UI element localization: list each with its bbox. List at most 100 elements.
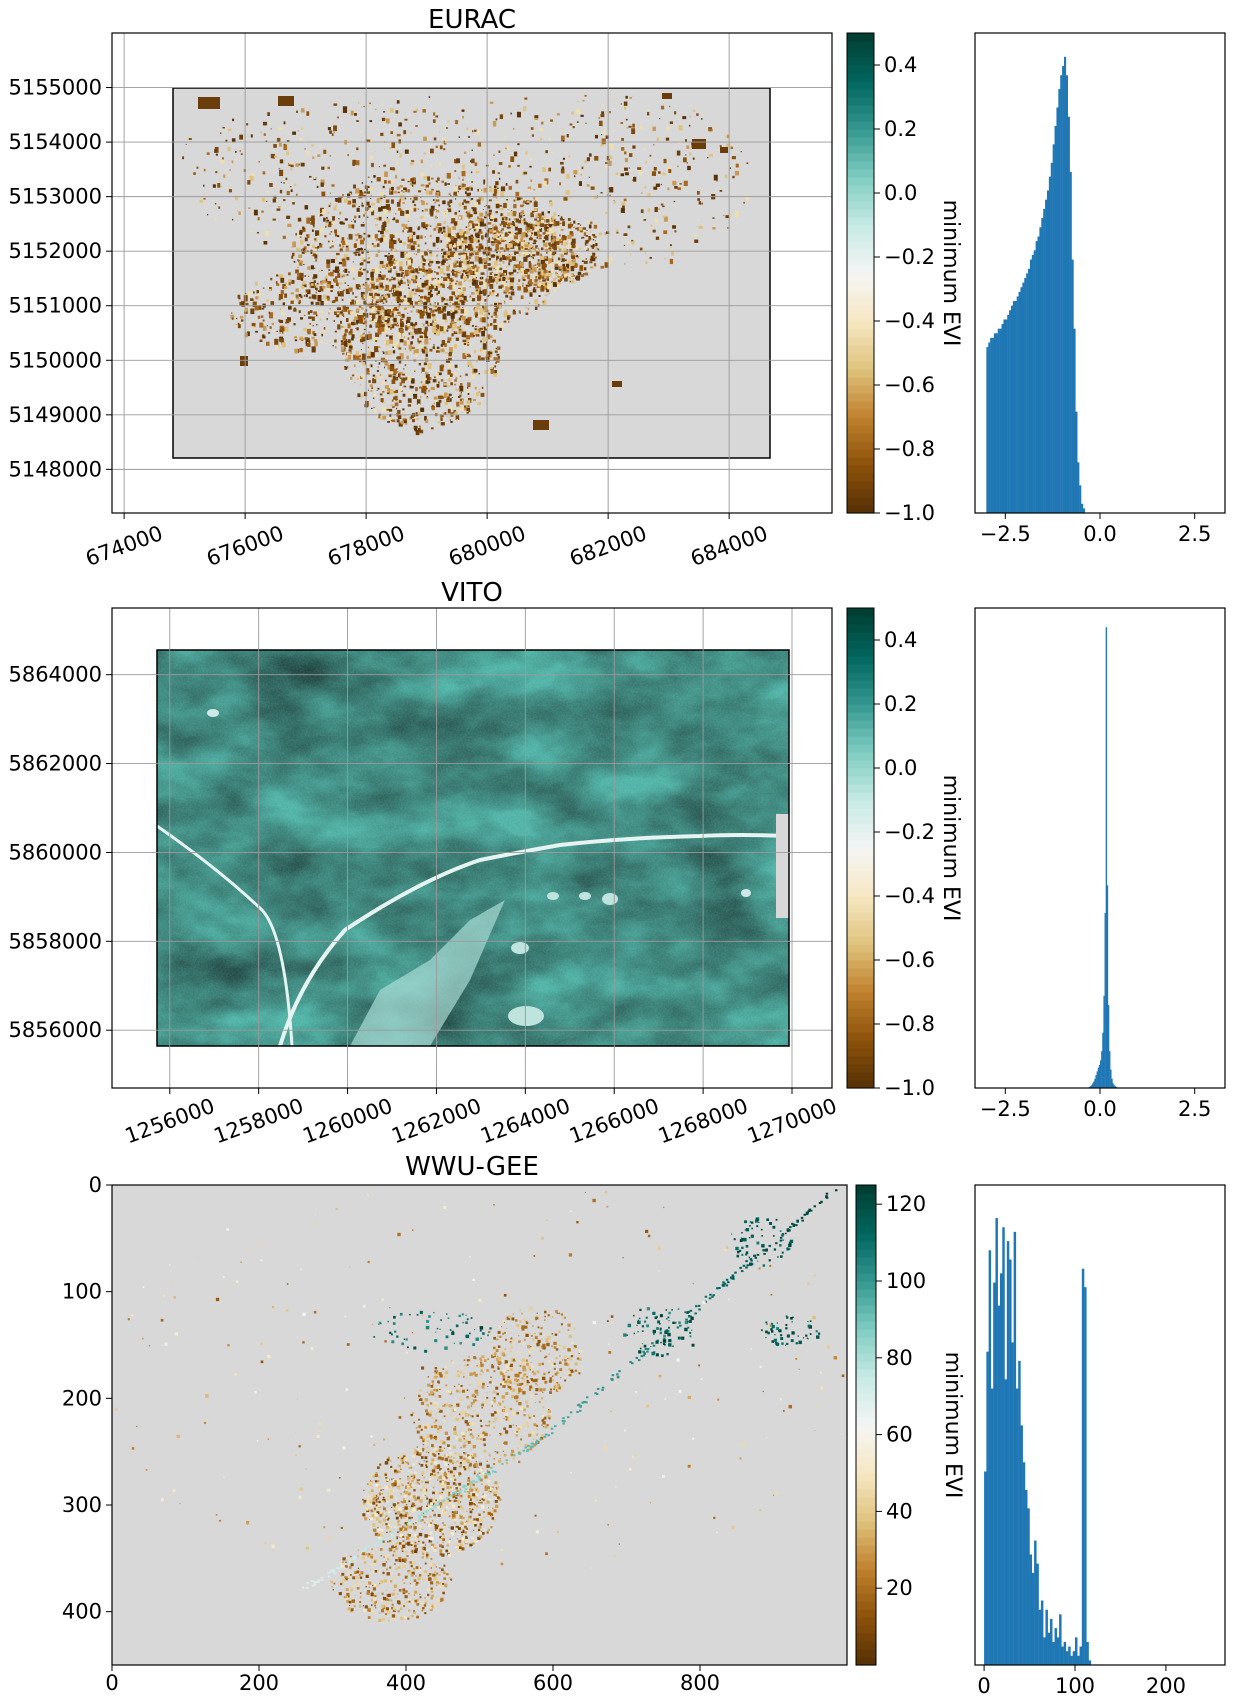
map-pixel <box>421 285 425 288</box>
map-pixel <box>311 283 314 286</box>
map-pixel <box>455 308 460 311</box>
map-pixel <box>458 317 462 321</box>
map-pixel <box>394 1506 396 1508</box>
map-pixel <box>329 288 333 292</box>
map-pixel <box>543 270 548 273</box>
map-pixel <box>437 1471 439 1474</box>
map-pixel <box>361 202 363 205</box>
colorbar-segment <box>847 1008 874 1017</box>
map-pixel <box>534 306 538 310</box>
map-pixel <box>442 415 444 418</box>
map-pixel <box>389 234 394 239</box>
map-pixel <box>375 1506 378 1509</box>
map-pixel <box>543 236 547 239</box>
map-pixel <box>383 1518 386 1522</box>
map-pixel <box>334 311 337 316</box>
map-pixel <box>392 346 394 348</box>
histogram-bar <box>1020 287 1023 513</box>
map-pixel <box>407 1542 411 1546</box>
map-pixel <box>556 238 560 241</box>
map-pixel <box>227 128 232 132</box>
map-pixel <box>471 298 476 302</box>
map-pixel <box>310 144 315 147</box>
map-pixel <box>679 182 682 185</box>
map-pixel <box>577 255 580 259</box>
map-pixel <box>437 309 442 314</box>
map-pixel <box>394 1469 397 1472</box>
map-pixel <box>520 241 523 244</box>
map-pixel <box>511 240 513 242</box>
map-pixel <box>352 261 354 263</box>
map-pixel <box>509 282 514 287</box>
map-pixel <box>587 220 590 223</box>
map-pixel <box>369 312 372 314</box>
map-pixel <box>411 268 415 274</box>
map-pixel <box>465 354 468 357</box>
map-pixel <box>441 1553 445 1557</box>
map-pixel <box>423 362 427 366</box>
map-pixel <box>483 281 487 287</box>
map-pixel <box>567 223 572 229</box>
map-pixel <box>488 212 492 217</box>
map-pixel <box>414 301 419 305</box>
map-pixel <box>373 319 378 323</box>
map-pixel <box>488 1490 491 1493</box>
map-pixel <box>624 151 627 155</box>
map-pixel <box>407 189 410 193</box>
map-pixel <box>423 295 427 300</box>
map-pixel <box>544 258 548 260</box>
map-pixel <box>520 219 524 224</box>
map-pixel <box>643 219 647 221</box>
map-pixel <box>396 341 399 345</box>
map-pixel <box>559 265 564 270</box>
map-pixel <box>513 235 519 240</box>
map-pixel <box>339 244 341 247</box>
map-pixel <box>383 293 385 296</box>
map-pixel <box>399 1524 401 1526</box>
map-pixel <box>740 151 743 153</box>
map-pixel <box>407 271 410 274</box>
map-pixel <box>359 334 363 340</box>
map-pixel <box>424 372 429 375</box>
map-pixel <box>429 191 433 195</box>
map-pixel <box>552 250 556 255</box>
map-pixel <box>355 238 359 242</box>
map-pixel <box>352 184 356 189</box>
map-pixel <box>495 347 498 350</box>
map-pixel <box>564 240 568 246</box>
map-pixel <box>393 266 396 270</box>
map-pixel <box>369 155 373 160</box>
map-pixel <box>406 274 408 277</box>
map-pixel <box>448 264 450 267</box>
map-pixel <box>560 239 562 241</box>
map-pixel <box>327 211 329 214</box>
map-pixel <box>402 201 405 204</box>
map-pixel <box>612 130 615 132</box>
map-pixel <box>401 299 405 302</box>
map-pixel <box>413 208 417 212</box>
map-pixel <box>496 255 498 257</box>
map-pixel <box>518 220 522 224</box>
y-tick-label: 5856000 <box>8 1018 102 1042</box>
map-pixel <box>434 302 436 304</box>
map-pixel <box>402 1455 406 1458</box>
map-pixel <box>377 216 380 221</box>
map-pixel <box>429 285 431 287</box>
map-pixel <box>445 209 449 214</box>
map-pixel <box>403 336 406 338</box>
map-pixel <box>522 200 526 204</box>
y-tick-label: 5151000 <box>8 294 102 318</box>
map-pixel <box>382 1496 385 1499</box>
map-pixel <box>478 391 480 393</box>
map-pixel <box>442 137 446 141</box>
map-pixel <box>356 309 359 312</box>
map-pixel <box>443 392 448 399</box>
map-pixel <box>530 224 535 229</box>
colorbar-segment <box>847 241 874 250</box>
map-pixel <box>450 195 452 197</box>
map-pixel <box>602 130 606 135</box>
map-pixel <box>494 365 497 368</box>
map-pixel <box>387 325 391 328</box>
map-pixel <box>482 337 487 341</box>
map-pixel <box>442 313 447 320</box>
